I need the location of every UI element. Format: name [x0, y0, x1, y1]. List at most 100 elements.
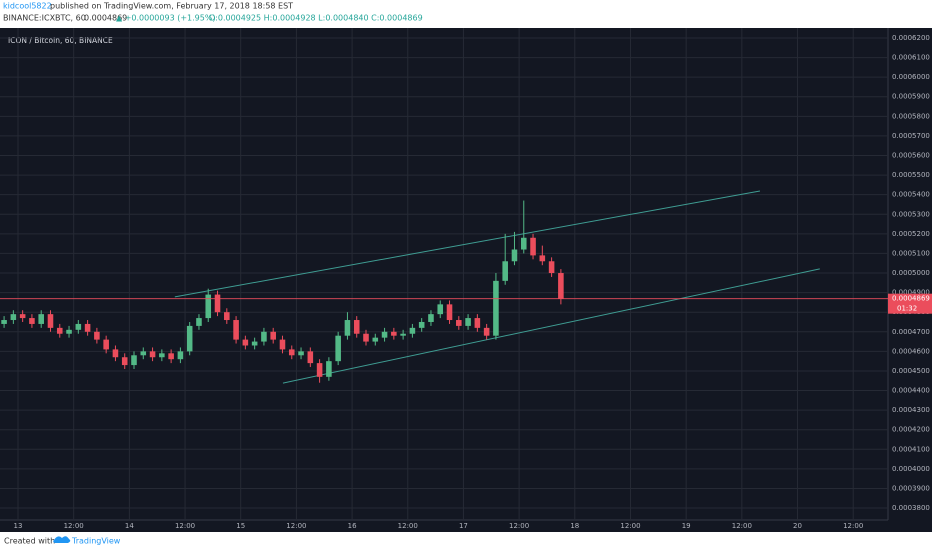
candle-body	[224, 312, 230, 321]
x-tick-label: 12:00	[64, 522, 84, 530]
candle-body	[1, 320, 7, 324]
candle-body	[38, 314, 44, 324]
y-tick-label: 0.0004300	[892, 406, 930, 414]
candle-body	[428, 314, 434, 322]
y-tick-label: 0.0005200	[892, 230, 930, 238]
header-price: 0.0004869	[84, 14, 127, 23]
candle-body	[47, 314, 54, 328]
candle-body	[558, 273, 564, 299]
candle-body	[196, 318, 202, 326]
x-tick-label: 12:00	[175, 522, 195, 530]
candle-body	[56, 327, 63, 334]
y-tick-label: 0.0004000	[892, 465, 930, 473]
candle-body	[511, 249, 518, 262]
candle-body	[214, 294, 221, 313]
y-tick-label: 0.0005400	[892, 191, 930, 199]
y-tick-label: 0.0003900	[892, 484, 930, 492]
candle-body	[112, 349, 119, 358]
y-tick-label: 0.0006100	[892, 54, 930, 62]
candle-body	[75, 323, 82, 330]
x-tick-label: 12:00	[509, 522, 529, 530]
candle-body	[186, 325, 193, 352]
candle-body	[446, 304, 453, 321]
y-tick-label: 0.0004400	[892, 387, 930, 395]
candle-body	[168, 353, 174, 360]
candle-body	[530, 237, 536, 256]
candle-body	[400, 333, 406, 336]
candle-body	[140, 351, 147, 356]
candle-body	[307, 351, 314, 364]
candle-body	[131, 355, 137, 366]
header-author[interactable]: kidcool5822	[3, 2, 52, 11]
y-tick-label: 0.0005900	[892, 93, 930, 101]
candle-body	[409, 327, 416, 334]
candle-body	[242, 339, 249, 346]
header-published: published on TradingView.com, February 1…	[50, 2, 293, 11]
x-tick-label: 12:00	[620, 522, 640, 530]
candle-body	[10, 314, 17, 321]
candle-body	[539, 255, 546, 262]
candle-body	[381, 331, 388, 338]
trend-line	[282, 268, 820, 384]
footer-brand[interactable]: TradingView	[71, 537, 121, 546]
candle-body	[149, 351, 156, 358]
y-tick-label: 0.0003800	[892, 504, 930, 512]
y-tick-label: 0.0005000	[892, 269, 930, 277]
y-tick-label: 0.0005700	[892, 132, 930, 140]
x-tick-label: 20	[793, 522, 802, 530]
x-tick-label: 17	[459, 522, 468, 530]
y-tick-label: 0.0005500	[892, 171, 930, 179]
candle-body	[335, 335, 341, 362]
candle-body	[363, 333, 369, 342]
candle-body	[326, 361, 332, 377]
chart-background	[0, 28, 932, 532]
candle-body	[66, 329, 72, 334]
x-tick-label: 18	[570, 522, 579, 530]
last-price-tag	[888, 293, 932, 314]
candle-body	[103, 339, 109, 350]
x-tick-label: 12:00	[732, 522, 752, 530]
y-tick-label: 0.0005600	[892, 152, 930, 160]
candle-body	[84, 323, 91, 332]
candle-body	[502, 261, 508, 281]
candle-body	[391, 331, 397, 336]
trend-line	[174, 190, 761, 298]
candle-body	[316, 363, 323, 377]
candle-body	[270, 331, 276, 340]
candle-body	[288, 349, 295, 356]
y-tick-label: 0.0004200	[892, 426, 930, 434]
last-price-label: 0.0004869	[892, 295, 930, 303]
header-ohlc: O:0.0004925 H:0.0004928 L:0.0004840 C:0.…	[209, 14, 423, 23]
candle-body	[19, 314, 26, 319]
y-tick-label: 0.0004600	[892, 347, 930, 355]
y-tick-label: 0.0005300	[892, 210, 930, 218]
x-tick-label: 12:00	[398, 522, 418, 530]
candle-body	[159, 353, 165, 358]
footer-logo	[53, 536, 71, 543]
x-tick-label: 14	[125, 522, 134, 530]
y-tick-label: 0.0004900	[892, 289, 930, 297]
footer-created: Created with	[4, 537, 55, 546]
candle-body	[233, 320, 239, 340]
header-symbol: BINANCE:ICXBTC, 60	[3, 14, 86, 23]
candle-body	[520, 237, 527, 250]
candle-body	[121, 357, 128, 366]
candle-body	[261, 331, 267, 342]
y-tick-label: 0.0006200	[892, 34, 930, 42]
y-tick-label: 0.0004700	[892, 328, 930, 336]
candle-body	[456, 320, 462, 326]
candle-body	[418, 321, 425, 328]
candle-body	[279, 339, 286, 350]
y-tick-label: 0.0006000	[892, 73, 930, 81]
y-tick-label: 0.0004100	[892, 445, 930, 453]
candle-body	[251, 341, 258, 346]
candle-body	[465, 318, 471, 326]
x-tick-label: 12:00	[286, 522, 306, 530]
candle-body	[353, 320, 360, 334]
candle-body	[483, 327, 490, 336]
y-tick-label: 0.0004500	[892, 367, 930, 375]
chart-title: ICON / Bitcoin, 60, BINANCE	[8, 36, 113, 45]
candle-body	[474, 318, 481, 328]
y-tick-label: 0.0005100	[892, 249, 930, 257]
